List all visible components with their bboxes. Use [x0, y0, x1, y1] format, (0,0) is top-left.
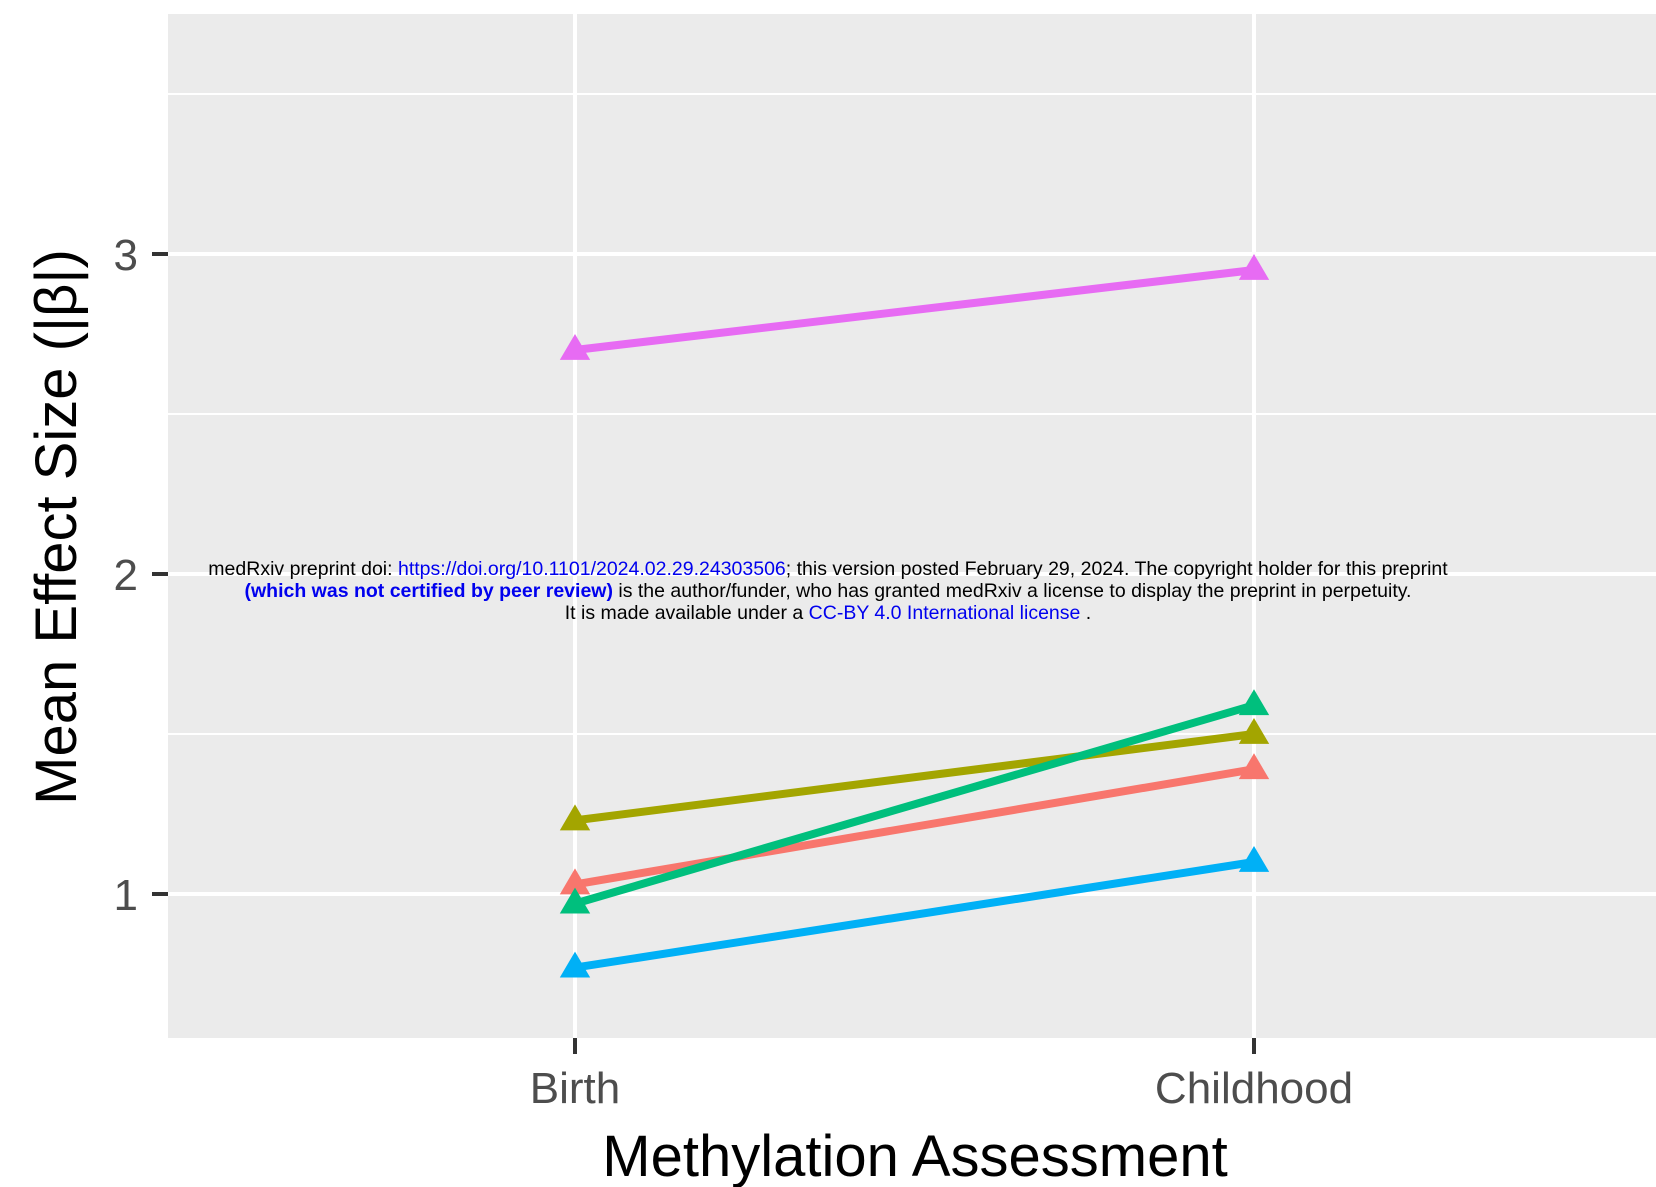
- series-layer: [559, 254, 1270, 978]
- y-axis: 1 2 3: [114, 231, 168, 920]
- series-line-1: [574, 765, 1255, 889]
- banner-line-3-prefix: It is made available under a: [564, 602, 809, 624]
- banner-line-2-rest: is the author/funder, who has granted me…: [612, 580, 1412, 602]
- banner-doi-prefix: medRxiv preprint doi:: [208, 558, 398, 580]
- banner-line-2: (which was not certified by peer review)…: [0, 580, 1656, 602]
- y-tick-label-2: 2: [114, 551, 138, 600]
- plot-panel: [168, 14, 1656, 1038]
- y-axis-title: Mean Effect Size (|β|): [24, 249, 89, 805]
- data-point-s2-childhood: [1238, 718, 1270, 744]
- license-link[interactable]: CC-BY 4.0 International license: [808, 602, 1081, 624]
- y-tick-label-1: 1: [114, 871, 138, 920]
- banner-line-3-suffix: .: [1080, 602, 1092, 624]
- doi-link[interactable]: https://doi.org/10.1101/2024.02.29.24303…: [397, 558, 786, 580]
- data-point-s1-childhood: [1238, 753, 1270, 780]
- data-point-s3-childhood: [1238, 689, 1270, 716]
- data-point-s1-birth: [559, 868, 591, 895]
- data-point-s5-childhood: [1238, 254, 1270, 280]
- banner-line-1-suffix: ; this version posted February 29, 2024.…: [785, 558, 1448, 580]
- grid-major: [168, 14, 1656, 1038]
- series-line-4: [574, 858, 1255, 972]
- x-tick-label-birth: Birth: [530, 1064, 620, 1113]
- preprint-banner: medRxiv preprint doi: https://doi.org/10…: [0, 558, 1656, 624]
- y-tick-label-3: 3: [114, 231, 138, 280]
- data-point-s2-birth: [559, 804, 591, 831]
- grid-minor: [168, 93, 1656, 735]
- series-line-2: [574, 730, 1255, 825]
- data-point-s5-birth: [559, 334, 591, 360]
- data-point-s4-childhood: [1238, 846, 1270, 872]
- x-axis-title: Methylation Assessment: [602, 1124, 1227, 1187]
- x-tick-label-childhood: Childhood: [1155, 1064, 1353, 1113]
- x-axis: Birth Childhood: [530, 1038, 1353, 1113]
- data-point-s3-birth: [559, 887, 591, 914]
- series-line-5: [574, 266, 1255, 354]
- banner-line-1: medRxiv preprint doi: https://doi.org/10…: [0, 558, 1656, 580]
- data-point-s4-birth: [559, 951, 591, 978]
- peer-review-note[interactable]: (which was not certified by peer review): [244, 580, 613, 602]
- banner-line-3: It is made available under a CC-BY 4.0 I…: [0, 602, 1656, 624]
- series-line-3: [573, 701, 1256, 908]
